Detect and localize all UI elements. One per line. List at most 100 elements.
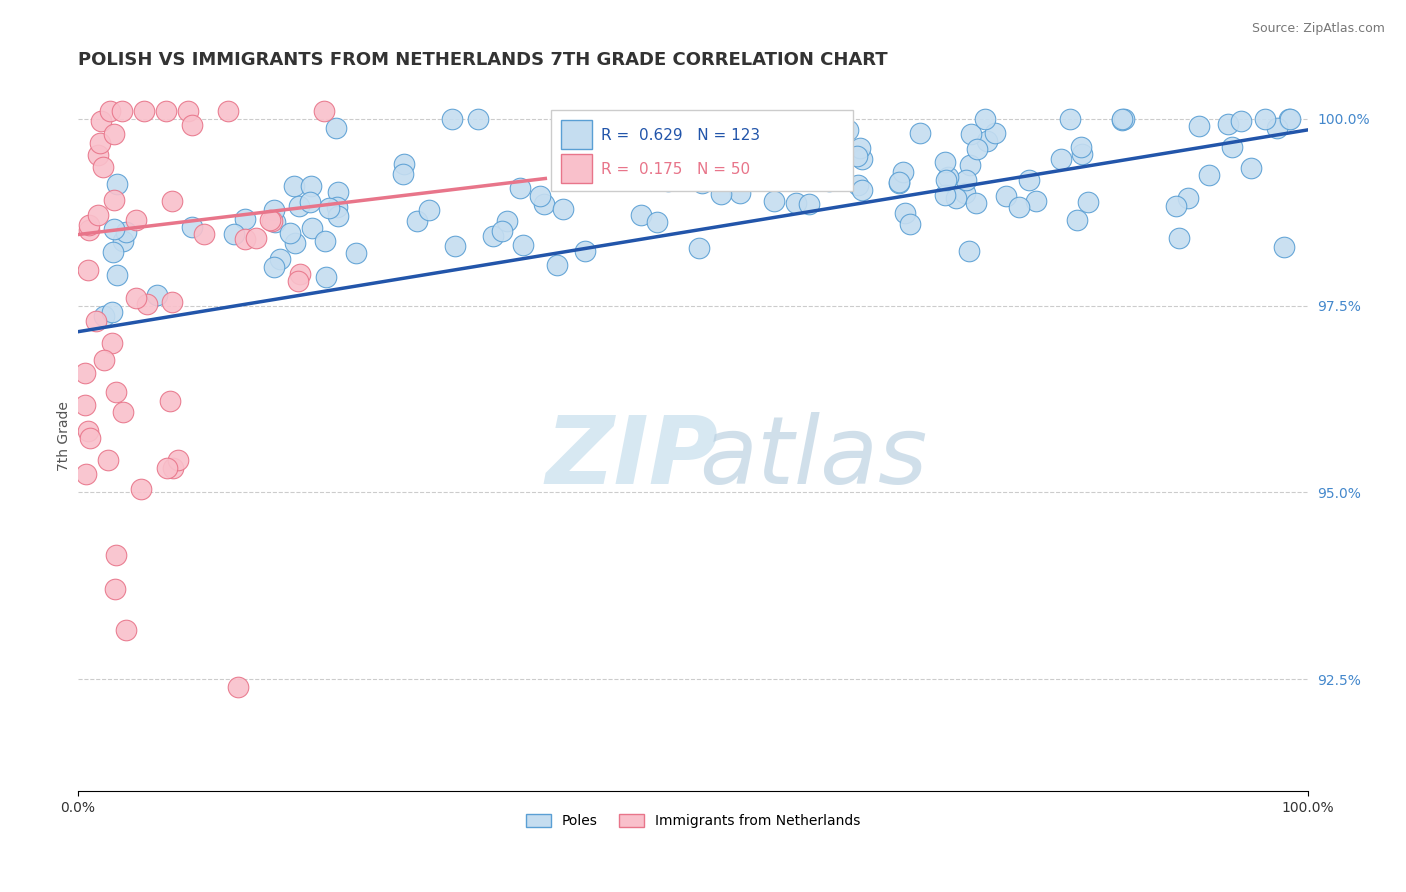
Point — [84, 314, 107, 328]
Point — [1254, 112, 1277, 126]
Point — [728, 186, 751, 200]
Point — [325, 121, 347, 136]
Point — [1188, 119, 1211, 133]
Point — [973, 112, 995, 126]
Point — [955, 172, 977, 186]
Point — [79, 431, 101, 445]
Point — [298, 194, 321, 209]
Point — [657, 174, 679, 188]
Point — [160, 194, 183, 208]
Point — [1198, 168, 1220, 182]
Point — [115, 225, 138, 239]
Point — [103, 222, 125, 236]
Point — [630, 208, 652, 222]
Point — [1279, 112, 1302, 126]
Point — [93, 353, 115, 368]
Point — [690, 176, 713, 190]
Point — [908, 126, 931, 140]
Point — [97, 453, 120, 467]
Point — [301, 220, 323, 235]
Point — [966, 142, 988, 156]
Text: POLISH VS IMMIGRANTS FROM NETHERLANDS 7TH GRADE CORRELATION CHART: POLISH VS IMMIGRANTS FROM NETHERLANDS 7T… — [79, 51, 887, 69]
Point — [107, 268, 129, 283]
Point — [112, 234, 135, 248]
Point — [111, 405, 134, 419]
Point — [125, 291, 148, 305]
Point — [647, 156, 669, 170]
Point — [104, 582, 127, 597]
Point — [233, 212, 256, 227]
Point — [1229, 114, 1251, 128]
Point — [226, 680, 249, 694]
Point — [217, 104, 239, 119]
Point — [983, 126, 1005, 140]
Point — [115, 623, 138, 637]
Point — [553, 202, 575, 216]
Point — [105, 177, 128, 191]
Point — [284, 236, 307, 251]
Point — [263, 203, 285, 218]
Point — [818, 150, 841, 164]
Point — [283, 178, 305, 193]
Point — [1168, 231, 1191, 245]
Point — [193, 227, 215, 242]
Point — [496, 214, 519, 228]
Point — [1059, 112, 1081, 126]
Point — [785, 196, 807, 211]
Point — [533, 197, 555, 211]
Point — [747, 171, 769, 186]
Point — [162, 295, 184, 310]
Point — [1177, 191, 1199, 205]
Point — [887, 175, 910, 189]
Point — [328, 185, 350, 199]
Point — [848, 178, 870, 192]
Point — [509, 180, 531, 194]
Point — [101, 244, 124, 259]
Point — [224, 227, 246, 242]
Point — [936, 170, 959, 185]
Point — [101, 335, 124, 350]
Point — [318, 201, 340, 215]
Point — [328, 209, 350, 223]
Point — [710, 186, 733, 201]
Point — [893, 206, 915, 220]
Point — [260, 214, 283, 228]
Point — [245, 231, 267, 245]
Point — [574, 244, 596, 259]
Point — [299, 178, 322, 193]
Point — [98, 104, 121, 119]
Point — [491, 224, 513, 238]
Point — [1008, 200, 1031, 214]
Point — [934, 154, 956, 169]
Text: R =  0.629   N = 123: R = 0.629 N = 123 — [600, 128, 759, 143]
Point — [827, 137, 849, 152]
Point — [103, 193, 125, 207]
Point — [75, 467, 97, 481]
Point — [1050, 152, 1073, 166]
Text: R =  0.175   N = 50: R = 0.175 N = 50 — [600, 161, 749, 177]
Point — [162, 460, 184, 475]
Text: ZIP: ZIP — [546, 411, 718, 504]
Point — [406, 214, 429, 228]
Point — [588, 161, 610, 176]
Point — [742, 167, 765, 181]
Point — [1240, 161, 1263, 175]
Point — [76, 263, 98, 277]
Point — [645, 215, 668, 229]
Point — [965, 196, 987, 211]
Point — [264, 215, 287, 229]
Point — [104, 548, 127, 562]
Text: Source: ZipAtlas.com: Source: ZipAtlas.com — [1251, 22, 1385, 36]
Point — [87, 148, 110, 162]
Point — [1066, 212, 1088, 227]
Point — [263, 260, 285, 274]
Point — [1025, 194, 1047, 208]
Point — [837, 123, 859, 137]
Point — [529, 189, 551, 203]
Point — [159, 393, 181, 408]
Point — [181, 219, 204, 234]
Point — [1272, 240, 1295, 254]
Point — [547, 258, 569, 272]
Point — [155, 104, 177, 119]
Point — [995, 189, 1018, 203]
